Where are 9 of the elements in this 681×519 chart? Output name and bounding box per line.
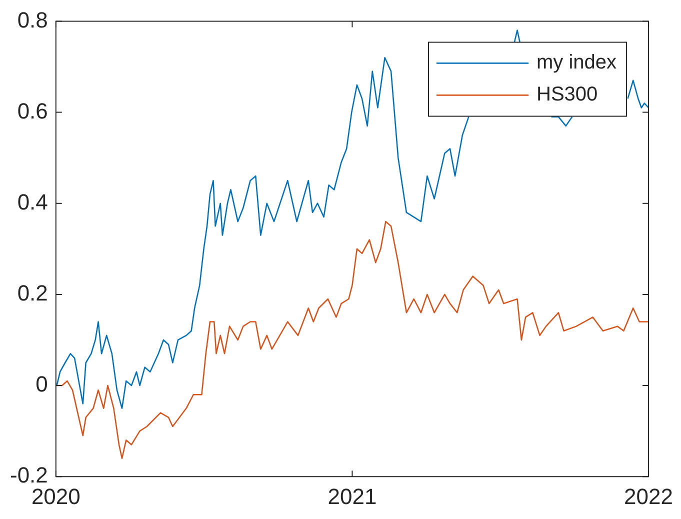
- y-tick-label: 0.8: [17, 7, 48, 32]
- y-tick-label: 0.6: [17, 98, 48, 124]
- y-tick-label: 0.2: [17, 280, 48, 306]
- y-tick-label: 0: [36, 372, 48, 397]
- y-tick-label: 0.4: [17, 189, 48, 214]
- legend-label: HS300: [536, 84, 598, 106]
- x-tick-label: 2022: [624, 484, 674, 509]
- legend-label: my index: [536, 52, 617, 74]
- x-tick-label: 2021: [328, 484, 377, 509]
